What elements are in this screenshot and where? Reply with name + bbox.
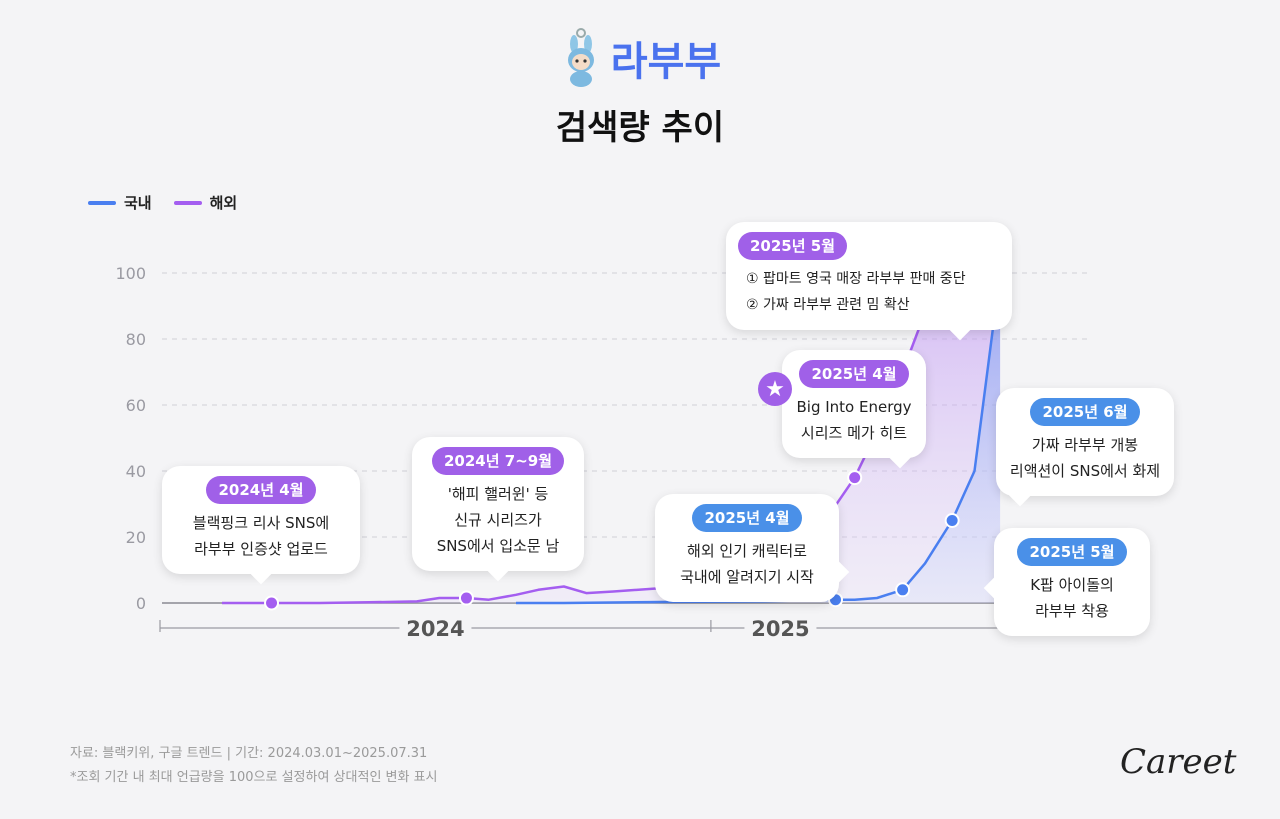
callout-2025-05-domestic: 2025년 5월 K팝 아이돌의 라부부 착용 bbox=[983, 528, 1150, 636]
x-axis: 2024 2025 bbox=[159, 614, 1091, 642]
callout-date: 2024년 4월 bbox=[206, 476, 316, 504]
legend-item-overseas: 해외 bbox=[173, 192, 238, 213]
y-tick-label: 0 bbox=[136, 594, 146, 613]
callout-line: Big Into Energy bbox=[796, 398, 912, 416]
callout-date: 2025년 6월 bbox=[1030, 398, 1140, 426]
callout-2025-06-domestic: 2025년 6월 가짜 라부부 개봉 리액션이 SNS에서 화제 bbox=[996, 388, 1174, 507]
callout-date: 2025년 5월 bbox=[738, 232, 848, 260]
callout-date: 2025년 4월 bbox=[692, 504, 802, 532]
callout-date: 2025년 5월 bbox=[1017, 538, 1127, 566]
legend-swatch-overseas bbox=[173, 200, 202, 205]
page-subtitle: 검색량 추이 bbox=[555, 108, 725, 148]
legend-label-domestic: 국내 bbox=[124, 194, 152, 212]
callout-line: ① 팝마트 영국 매장 라부부 판매 중단 bbox=[746, 271, 966, 287]
callout-line: 국내에 알려지기 시작 bbox=[680, 568, 814, 586]
y-tick-label: 60 bbox=[126, 396, 146, 415]
callout-date: 2025년 4월 bbox=[799, 360, 909, 388]
legend-swatch-domestic bbox=[88, 200, 116, 205]
data-point bbox=[895, 582, 911, 598]
legend-item-domestic: 국내 bbox=[88, 192, 152, 213]
data-point bbox=[847, 470, 863, 486]
callout-line: K팝 아이돌의 bbox=[1030, 576, 1114, 594]
callout-2025-04-overseas: 2025년 4월 Big Into Energy 시리즈 메가 히트 bbox=[782, 350, 926, 469]
x-label-bg bbox=[744, 614, 817, 642]
y-tick-label: 100 bbox=[115, 264, 146, 283]
callout-line: 리액션이 SNS에서 화제 bbox=[1009, 462, 1161, 480]
chart-legend: 국내 해외 bbox=[88, 192, 237, 213]
star-icon: ★ bbox=[758, 372, 792, 406]
source-note: 자료: 블랙키위, 구글 트렌드 | 기간: 2024.03.01~2025.0… bbox=[70, 742, 438, 790]
y-tick-label: 20 bbox=[126, 528, 146, 547]
callout-line: 가짜 라부부 개봉 bbox=[1031, 436, 1139, 454]
y-tick-label: 40 bbox=[126, 462, 146, 481]
x-axis-label: 2025 bbox=[751, 617, 809, 641]
labubu-mascot-icon bbox=[567, 28, 594, 87]
source-footnote: *조회 기간 내 최대 언급량을 100으로 설정하여 상대적인 변화 표시 bbox=[70, 770, 438, 785]
brand-logo: Careet bbox=[1120, 742, 1237, 782]
callout-2025-04-domestic: 2025년 4월 해외 인기 캐릭터로 국내에 알려지기 시작 bbox=[655, 494, 850, 602]
callout-line: 라부부 인증샷 업로드 bbox=[194, 540, 328, 558]
callout-line: SNS에서 입소문 남 bbox=[436, 537, 560, 555]
callout-line: ② 가짜 라부부 관련 밈 확산 bbox=[746, 297, 910, 313]
x-axis-label: 2024 bbox=[406, 617, 464, 641]
x-label-bg bbox=[399, 614, 472, 642]
callout-line: 해외 인기 캐릭터로 bbox=[687, 542, 807, 560]
page-title: 라부부 bbox=[559, 28, 721, 88]
data-point bbox=[944, 513, 960, 528]
callout-line: 블랙핑크 리사 SNS에 bbox=[192, 514, 330, 532]
callout-2024-07-09: 2024년 7~9월 '해피 핼러윈' 등 신규 시리즈가 SNS에서 입소문 … bbox=[412, 437, 584, 582]
series-area bbox=[516, 273, 1001, 603]
source-line: 자료: 블랙키위, 구글 트렌드 | 기간: 2024.03.01~2025.0… bbox=[70, 746, 428, 761]
legend-label-overseas: 해외 bbox=[209, 194, 238, 212]
callout-line: 라부부 착용 bbox=[1035, 602, 1109, 620]
callout-line: 신규 시리즈가 bbox=[454, 511, 542, 529]
title-text: 라부부 bbox=[610, 39, 722, 85]
data-point bbox=[458, 590, 474, 606]
y-tick-label: 80 bbox=[126, 330, 146, 349]
title-block: 라부부 검색량 추이 bbox=[0, 28, 1280, 149]
callout-line: 시리즈 메가 히트 bbox=[800, 424, 908, 442]
callout-2025-05-overseas: 2025년 5월 ① 팝마트 영국 매장 라부부 판매 중단 ② 가짜 라부부 … bbox=[726, 222, 1012, 341]
callout-date: 2024년 7~9월 bbox=[431, 447, 564, 475]
callout-line: '해피 핼러윈' 등 bbox=[447, 485, 549, 503]
y-axis: 0 20 40 60 80 100 bbox=[115, 264, 146, 613]
data-point bbox=[264, 595, 280, 611]
callout-2024-04: 2024년 4월 블랙핑크 리사 SNS에 라부부 인증샷 업로드 bbox=[162, 466, 360, 585]
